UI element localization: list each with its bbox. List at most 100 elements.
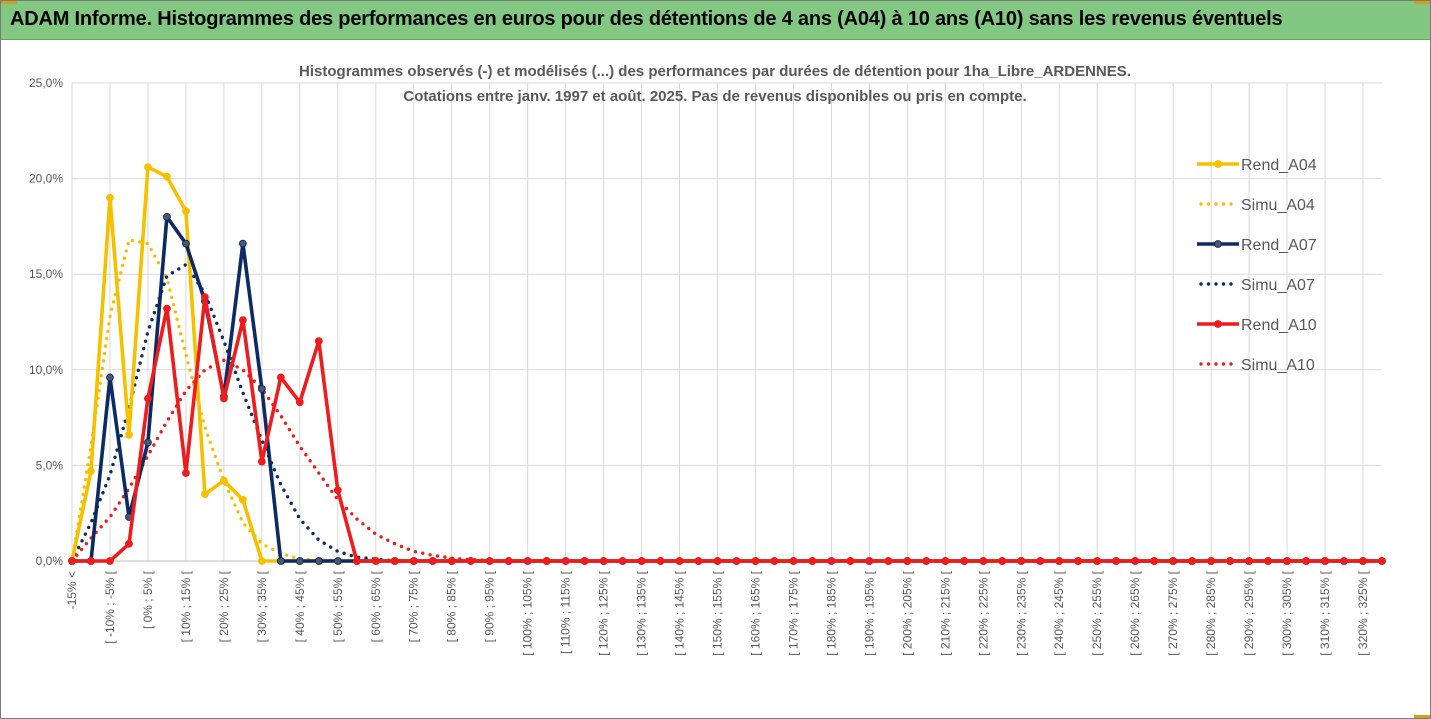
y-tick-label: 0,0% (36, 554, 64, 568)
series-line-rend-a07 (72, 215, 1382, 563)
legend-label-simu-a07: Simu_A07 (1241, 277, 1315, 294)
data-point-rend-a10 (580, 557, 589, 565)
x-tick-label: [ 20% ; 25% [ (217, 570, 231, 642)
data-point-rend-a10 (68, 557, 76, 565)
data-point-rend-a07 (106, 373, 114, 382)
data-point-rend-a10 (504, 557, 513, 565)
data-point-rend-a10 (1359, 557, 1367, 565)
data-point-rend-a10 (106, 557, 114, 565)
data-point-rend-a10 (675, 557, 684, 565)
x-tick-label: [ 150% ; 155% [ (711, 570, 725, 655)
report-title: ADAM Informe. Histogrammes des performan… (10, 8, 1283, 30)
legend-marker-rend-a04 (1214, 160, 1222, 168)
x-tick-label: [ 140% ; 145% [ (673, 570, 687, 655)
x-tick-label: [ 320% ; 325% [ (1356, 570, 1370, 655)
data-point-rend-a04 (219, 476, 228, 485)
x-tick-label: [ 290% ; 295% [ (1242, 570, 1256, 655)
report-banner: ADAM Informe. Histogrammes des performan… (1, 1, 1430, 40)
data-point-rend-a10 (1112, 557, 1121, 565)
data-point-rend-a10 (979, 557, 988, 565)
data-point-rend-a10 (732, 557, 741, 565)
chart-title-line: Histogrammes observés (-) et modélisés (… (299, 63, 1131, 80)
x-tick-label: [ 310% ; 315% [ (1318, 570, 1332, 655)
x-tick-label: [ 100% ; 105% [ (521, 570, 535, 655)
data-point-rend-a10 (1169, 557, 1178, 565)
data-point-rend-a10 (770, 557, 779, 565)
x-tick-label: [ 180% ; 185% [ (824, 570, 838, 655)
data-point-rend-a10 (428, 557, 437, 565)
data-point-rend-a10 (1131, 557, 1140, 565)
data-point-rend-a07 (163, 212, 171, 221)
data-point-rend-a10 (542, 557, 551, 565)
x-tick-label: [ 40% ; 45% [ (293, 570, 307, 642)
data-point-rend-a10 (144, 394, 152, 403)
series-line-rend-a04 (70, 165, 1382, 563)
x-tick-label: [ 10% ; 15% [ (179, 570, 193, 642)
data-point-rend-a04 (257, 557, 266, 565)
data-point-rend-a10 (200, 293, 209, 302)
data-point-rend-a10 (1150, 557, 1159, 565)
data-point-rend-a10 (314, 337, 323, 346)
legend-label-simu-a10: Simu_A10 (1241, 357, 1315, 374)
data-point-rend-a10 (1245, 557, 1254, 565)
data-point-rend-a10 (789, 557, 798, 565)
x-tick-label: [ 80% ; 85% [ (445, 570, 459, 642)
data-point-rend-a10 (125, 539, 133, 548)
data-point-rend-a10 (523, 557, 532, 565)
data-point-rend-a07 (144, 438, 152, 447)
data-point-rend-a10 (1017, 557, 1026, 565)
y-tick-label: 25,0% (29, 76, 63, 90)
data-point-rend-a10 (333, 486, 342, 495)
legend-label-rend-a10: Rend_A10 (1241, 317, 1317, 334)
x-tick-label: [ 270% ; 275% [ (1166, 570, 1180, 655)
x-tick-label: [ 280% ; 285% [ (1204, 570, 1218, 655)
data-point-rend-a07 (333, 557, 342, 565)
performance-histogram-chart: 0,0% 5,0% 10,0% 15,0% 20,0% 25,0% Histogrammes… (29, 63, 1386, 656)
x-tick-label: [ 50% ; 55% [ (331, 570, 345, 642)
x-tick-label: [ 110% ; 115% [ (559, 570, 573, 654)
data-point-rend-a10 (295, 398, 304, 407)
corner-marker-top-right (1414, 1, 1430, 4)
data-point-rend-a10 (1055, 557, 1064, 565)
data-point-rend-a04 (87, 467, 95, 476)
data-point-rend-a10 (466, 557, 475, 565)
x-tick-label: [ 300% ; 305% [ (1280, 570, 1294, 655)
series-line-simu-a07 (70, 262, 1384, 563)
data-point-rend-a04 (144, 163, 152, 172)
x-tick-label: [ 30% ; 35% [ (255, 570, 269, 642)
x-tick-label: [ -10% ; -5% [ (103, 570, 117, 643)
x-tick-label: [ 60% ; 65% [ (369, 570, 383, 642)
data-point-rend-a07 (295, 557, 304, 565)
data-point-rend-a04 (182, 207, 190, 216)
x-tick-label: [ 120% ; 125% [ (597, 570, 611, 655)
data-point-rend-a04 (125, 430, 133, 439)
data-point-rend-a10 (219, 394, 228, 403)
data-point-rend-a10 (561, 557, 570, 565)
x-tick-label: [ 160% ; 165% [ (748, 570, 762, 655)
y-tick-label: 20,0% (29, 172, 63, 186)
data-point-rend-a10 (1093, 557, 1102, 565)
x-tick-label: [ 0% ; 5% [ (141, 570, 155, 629)
data-point-rend-a07 (314, 557, 323, 565)
data-point-rend-a04 (238, 495, 247, 504)
data-point-rend-a10 (599, 557, 608, 565)
data-point-rend-a10 (1036, 557, 1045, 565)
legend-marker-rend-a07 (1214, 240, 1222, 248)
y-tick-label: 10,0% (29, 363, 63, 377)
data-point-rend-a10 (1302, 557, 1310, 565)
legend-label-rend-a04: Rend_A04 (1241, 157, 1317, 174)
data-point-rend-a07 (257, 385, 266, 393)
data-point-rend-a04 (106, 193, 114, 202)
corner-marker-top-left (1, 1, 17, 4)
data-point-rend-a10 (1321, 557, 1329, 565)
data-point-rend-a10 (1264, 557, 1272, 565)
series-line-simu-a04 (70, 237, 1384, 563)
data-point-rend-a10 (998, 557, 1007, 565)
data-point-rend-a07 (182, 239, 190, 248)
data-point-rend-a10 (371, 557, 380, 565)
data-point-rend-a10 (1378, 557, 1386, 565)
data-point-rend-a10 (941, 557, 950, 565)
data-point-rend-a10 (960, 557, 969, 565)
x-tick-label: [ 190% ; 195% [ (862, 570, 876, 655)
